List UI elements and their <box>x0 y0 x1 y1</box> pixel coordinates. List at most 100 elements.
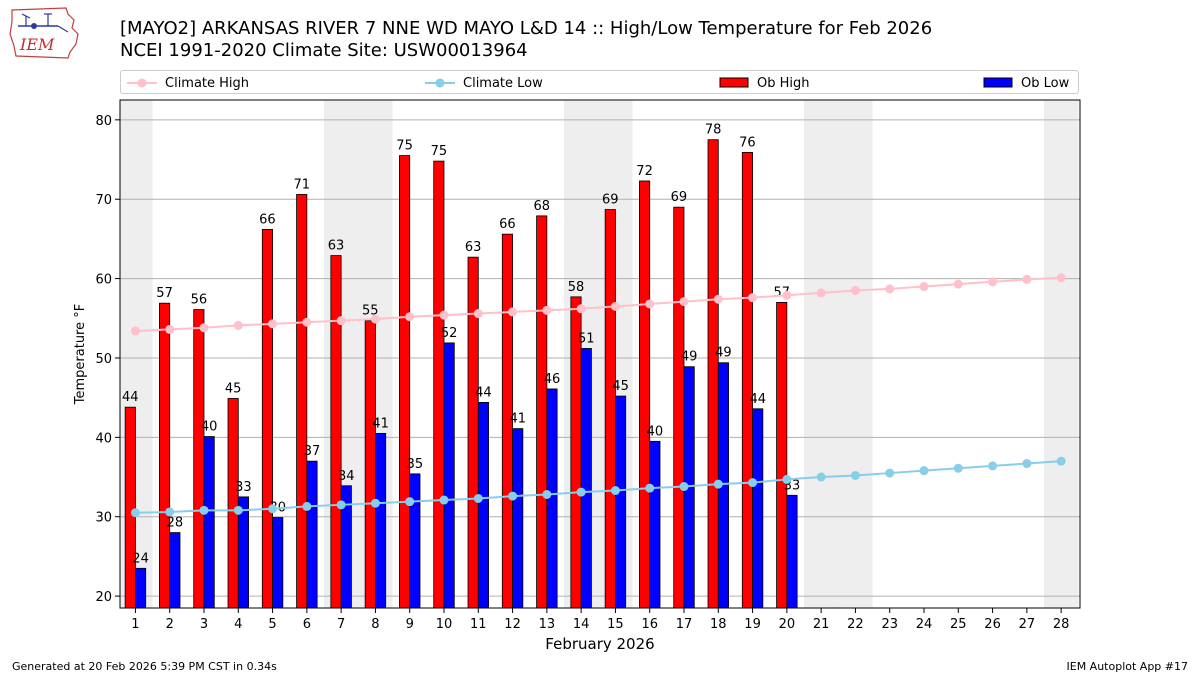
ob-high-bar <box>639 180 651 609</box>
climate-low-point <box>130 508 140 518</box>
generated-timestamp: Generated at 20 Feb 2026 5:39 PM CST in … <box>12 660 277 673</box>
climate-low-point <box>165 507 175 517</box>
ob-high-bar <box>399 155 411 609</box>
x-tick-label: 17 <box>676 617 693 632</box>
legend-item-climate-low: Climate Low <box>425 74 543 92</box>
climate-high-point <box>748 293 758 303</box>
climate-high-point <box>988 277 998 287</box>
legend-item-ob-low: Ob Low <box>983 74 1069 92</box>
climate-high-point <box>542 305 552 315</box>
ob-high-bar <box>193 309 205 609</box>
ob-high-label: 75 <box>396 139 413 154</box>
ob-high-bar <box>296 194 308 609</box>
x-tick-label: 9 <box>406 617 414 632</box>
y-tick-label: 30 <box>95 511 112 526</box>
ob-low-bar <box>272 517 284 609</box>
climate-high-point <box>816 288 826 298</box>
climate-low-point <box>919 466 929 476</box>
x-tick-label: 12 <box>504 617 521 632</box>
climate-high-point <box>576 304 586 314</box>
legend-label-ob-high: Ob High <box>757 75 810 91</box>
x-tick-label: 6 <box>303 617 311 632</box>
climate-high-point <box>919 282 929 292</box>
x-tick-label: 20 <box>779 617 796 632</box>
ob-low-bar <box>512 428 524 609</box>
ob-high-bar <box>776 302 788 609</box>
y-tick-label: 80 <box>95 114 112 129</box>
climate-low-point <box>953 463 963 473</box>
ob-low-label: 44 <box>749 392 766 407</box>
climate-low-point <box>610 486 620 496</box>
ob-low-label: 49 <box>715 346 732 361</box>
x-axis-label: February 2026 <box>545 635 654 653</box>
climate-low-point <box>268 504 278 514</box>
legend-item-climate-high: Climate High <box>127 74 249 92</box>
ob-low-label: 52 <box>441 326 458 341</box>
legend-label-climate-high: Climate High <box>165 75 250 91</box>
climate-high-point <box>885 284 895 294</box>
ob-low-label: 34 <box>338 469 355 484</box>
plot-frame <box>119 99 1081 609</box>
ob-high-label: 44 <box>122 390 139 405</box>
app-label: IEM Autoplot App #17 <box>1066 660 1189 673</box>
y-tick-label: 40 <box>95 431 112 446</box>
ob-high-label: 69 <box>671 190 688 205</box>
ob-high-label: 78 <box>705 123 722 138</box>
climate-low-point <box>713 479 723 489</box>
ob-high-label: 75 <box>431 144 448 159</box>
weekend-shade <box>838 100 873 608</box>
y-tick-label: 70 <box>95 193 112 208</box>
ob-high-label: 68 <box>533 199 550 214</box>
x-tick-label: 16 <box>641 617 658 632</box>
climate-low-point <box>542 489 552 499</box>
x-tick-label: 28 <box>1053 617 1070 632</box>
ob-low-label: 37 <box>304 444 321 459</box>
climate-high-line <box>135 276 1062 332</box>
ob-high-label: 76 <box>739 135 756 150</box>
y-axis-label: Temperature °F <box>73 304 88 405</box>
climate-low-point <box>508 491 518 501</box>
climate-low-line <box>135 460 1062 514</box>
ob-low-bar <box>135 567 147 609</box>
ob-low-bar <box>615 395 627 609</box>
legend: Climate High Climate Low Ob High Ob Low <box>120 70 1079 94</box>
climate-low-point <box>302 501 312 511</box>
climate-low-point <box>645 483 655 493</box>
climate-high-point <box>610 301 620 311</box>
climate-low-point <box>233 505 243 515</box>
ob-high-label: 71 <box>293 177 310 192</box>
x-tick-label: 10 <box>436 617 453 632</box>
climate-low-point <box>473 493 483 503</box>
x-tick-label: 3 <box>200 617 208 632</box>
ob-high-label: 72 <box>636 164 653 179</box>
ob-low-bar <box>477 402 489 609</box>
ob-low-label: 46 <box>544 372 561 387</box>
iem-logo: IEM <box>9 7 79 59</box>
climate-low-point <box>1022 459 1032 469</box>
x-tick-label: 1 <box>131 617 139 632</box>
ob-low-bar <box>786 494 798 609</box>
x-tick-label: 19 <box>744 617 761 632</box>
climate-low-point <box>850 470 860 480</box>
ob-high-bar <box>604 209 616 609</box>
ob-low-label: 35 <box>407 457 424 472</box>
x-tick-label: 5 <box>268 617 276 632</box>
ob-high-label: 56 <box>191 293 208 308</box>
climate-low-point <box>885 468 895 478</box>
y-tick-label: 50 <box>95 352 112 367</box>
climate-low-swatch <box>425 78 455 88</box>
climate-high-point <box>233 320 243 330</box>
climate-high-point <box>439 310 449 320</box>
x-tick-label: 4 <box>234 617 242 632</box>
ob-low-bar <box>649 440 661 609</box>
logo-text: IEM <box>19 35 55 54</box>
ob-high-swatch <box>719 77 749 88</box>
climate-low-point <box>336 500 346 510</box>
x-tick-label: 14 <box>573 617 590 632</box>
climate-low-point <box>782 474 792 484</box>
ob-low-bar <box>169 532 181 609</box>
ob-low-swatch <box>983 77 1013 88</box>
climate-high-point <box>268 319 278 329</box>
climate-low-point <box>748 478 758 488</box>
ob-low-label: 45 <box>612 379 629 394</box>
